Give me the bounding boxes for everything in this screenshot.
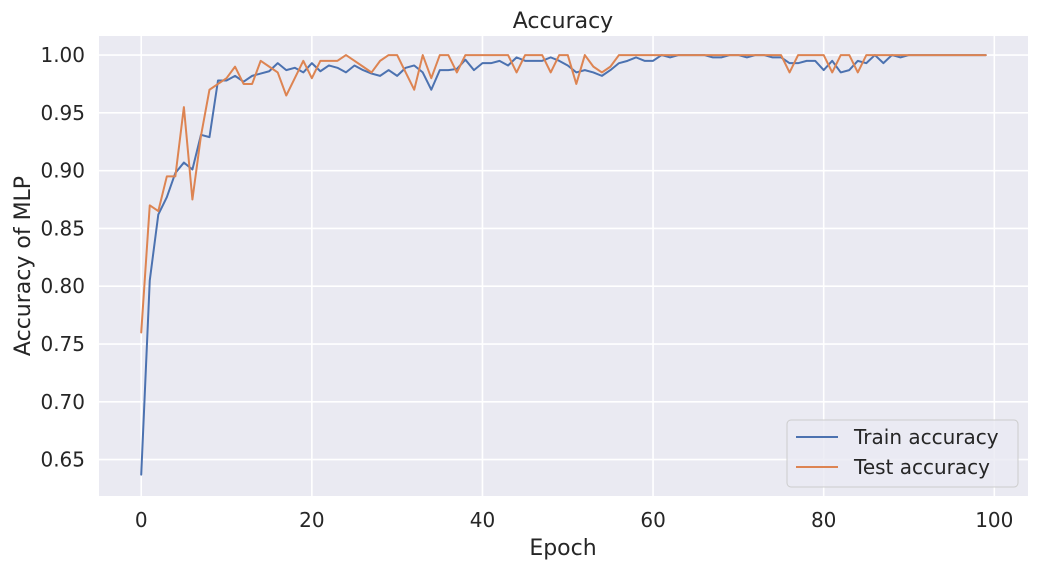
x-tick-label: 100: [975, 508, 1013, 532]
series-lines: [140, 54, 987, 476]
y-tick-label: 0.80: [40, 274, 85, 298]
chart-title: Accuracy: [513, 9, 613, 34]
x-tick-label: 40: [470, 508, 495, 532]
legend-box: [786, 419, 1019, 488]
y-tick-label: 0.75: [40, 332, 85, 356]
y-tick-label: 0.90: [40, 159, 85, 183]
x-tick-label: 0: [135, 508, 148, 532]
y-axis-label: Accuracy of MLP: [11, 176, 36, 356]
legend-label-train: Train accuracy: [853, 425, 999, 449]
y-tick-label: 0.65: [40, 448, 85, 472]
x-tick-label: 60: [640, 508, 665, 532]
series-line-test: [140, 54, 987, 334]
x-tick-label: 80: [811, 508, 836, 532]
series-line-train: [140, 54, 987, 476]
legend-label-test: Test accuracy: [853, 455, 990, 479]
y-tick-label: 0.95: [40, 101, 85, 125]
tick-labels: 0 20 40 60 80 100 0.65 0.70 0.75 0.80 0.85 0.90 0.95…: [40, 43, 1013, 532]
legend: Train accuracy Test accuracy: [786, 419, 1019, 488]
y-tick-label: 0.85: [40, 216, 85, 240]
y-tick-label: 1.00: [40, 43, 85, 67]
y-tick-label: 0.70: [40, 390, 85, 414]
x-axis-label: Epoch: [529, 536, 596, 561]
x-tick-label: 20: [299, 508, 324, 532]
